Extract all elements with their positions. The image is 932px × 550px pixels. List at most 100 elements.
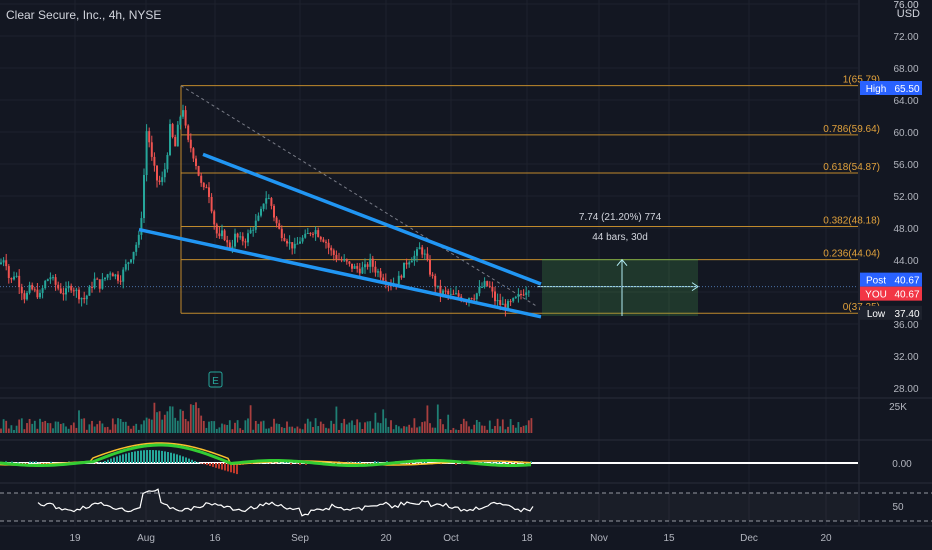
price-label-text: High	[866, 84, 887, 95]
macd-histogram-bar	[377, 461, 379, 463]
price-tick-label: 44.00	[893, 256, 918, 267]
price-labels: High 65.50 Post 40.67 YOU 40.67 Low 37.40	[860, 81, 922, 320]
candle-up	[75, 289, 78, 291]
volume-bar	[400, 428, 403, 433]
projection-area	[542, 259, 698, 316]
macd-histogram-bar	[119, 455, 121, 463]
macd-histogram-bar	[137, 450, 139, 463]
volume-bar	[449, 429, 452, 433]
projection-box[interactable]: 7.74 (21.20%) 774 44 bars, 30d	[0, 212, 858, 316]
price-tick-label: 68.00	[893, 64, 918, 75]
candle-down	[23, 293, 26, 300]
volume-bar	[150, 419, 153, 433]
candle-down	[57, 284, 60, 289]
volume-bar	[67, 428, 70, 433]
volume-bar	[140, 424, 143, 433]
candle-down	[228, 242, 231, 249]
candle-down	[405, 262, 408, 265]
fib-level-label: 0.382(48.18)	[823, 216, 880, 227]
candle-up	[127, 262, 130, 265]
macd-pane: 0.00	[0, 442, 912, 475]
time-tick-label: 15	[663, 533, 675, 544]
candle-down	[319, 236, 322, 240]
macd-histogram-bar	[500, 461, 502, 463]
volume-bar	[213, 421, 216, 433]
candle-up	[481, 286, 483, 288]
fib-level-label: 0.236(44.04)	[823, 249, 880, 260]
candle-down	[91, 286, 93, 288]
candle-down	[431, 274, 434, 276]
candle-down	[366, 264, 369, 267]
candle-down	[327, 242, 330, 248]
volume-bar	[465, 421, 468, 433]
candle-up	[161, 177, 164, 182]
time-tick-label: Aug	[137, 533, 155, 544]
candle-down	[280, 228, 283, 239]
price-tick-label: 32.00	[893, 352, 918, 363]
candle-up	[306, 233, 309, 235]
candle-up	[254, 220, 257, 230]
price-label-text: YOU	[865, 290, 887, 301]
macd-histogram-bar	[95, 463, 97, 464]
price-tick-label: 28.00	[893, 384, 918, 395]
volume-bar	[330, 420, 333, 433]
volume-bar	[189, 404, 192, 433]
candle-down	[62, 293, 65, 295]
volume-bar	[104, 427, 106, 433]
candle-down	[273, 205, 275, 218]
candle-down	[488, 285, 491, 287]
price-tick-label: 76.00	[893, 0, 918, 11]
volume-bar	[348, 422, 351, 433]
candle-down	[156, 165, 158, 181]
candle-down	[400, 275, 403, 278]
candle-up	[301, 237, 304, 242]
volume-bar	[161, 419, 164, 433]
candle-up	[234, 233, 236, 247]
candle-up	[449, 293, 452, 295]
wedge-lines[interactable]	[138, 152, 542, 319]
volume-bar	[132, 425, 135, 433]
candle-up	[436, 285, 439, 287]
volume-bar	[512, 425, 515, 433]
volume-bar	[413, 418, 416, 433]
macd-histogram-bar	[410, 463, 412, 465]
volume-bar	[119, 419, 122, 433]
volume-bar	[338, 429, 340, 433]
candle-down	[33, 289, 36, 291]
candle-down	[291, 242, 294, 249]
rsi-line	[37, 488, 534, 517]
macd-scale-label: 0.00	[892, 459, 912, 470]
volume-bar	[91, 420, 93, 433]
volume-bar	[405, 426, 408, 433]
volume-bar	[340, 423, 343, 433]
price-tick-label: 72.00	[893, 32, 918, 43]
candle-up	[397, 275, 400, 285]
macd-histogram-bar	[278, 462, 280, 463]
macd-histogram-bar	[506, 461, 508, 463]
volume-bar	[202, 420, 205, 433]
volume-bar	[483, 425, 486, 433]
volume-bar	[514, 427, 517, 433]
volume-bar	[257, 423, 260, 433]
volume-bar	[93, 426, 96, 433]
candle-down	[197, 165, 200, 176]
volume-bar	[335, 406, 338, 433]
macd-histogram-bar	[227, 463, 229, 472]
arrow-right-icon	[691, 282, 699, 292]
volume-bar	[70, 425, 73, 433]
candle-up	[182, 110, 184, 117]
candle-down	[358, 268, 361, 274]
candle-up	[132, 251, 135, 260]
macd-histogram-bar	[104, 460, 106, 463]
volume-bar	[195, 402, 197, 433]
volume-bar	[234, 422, 236, 433]
volume-bar	[2, 419, 5, 433]
macd-histogram-bar	[185, 457, 187, 463]
volume-bar	[517, 422, 520, 433]
macd-histogram-bar	[374, 461, 376, 463]
candle-down	[309, 233, 312, 235]
volume-bar	[239, 428, 242, 433]
candle-down	[278, 223, 281, 229]
macd-histogram-bar	[134, 451, 136, 463]
